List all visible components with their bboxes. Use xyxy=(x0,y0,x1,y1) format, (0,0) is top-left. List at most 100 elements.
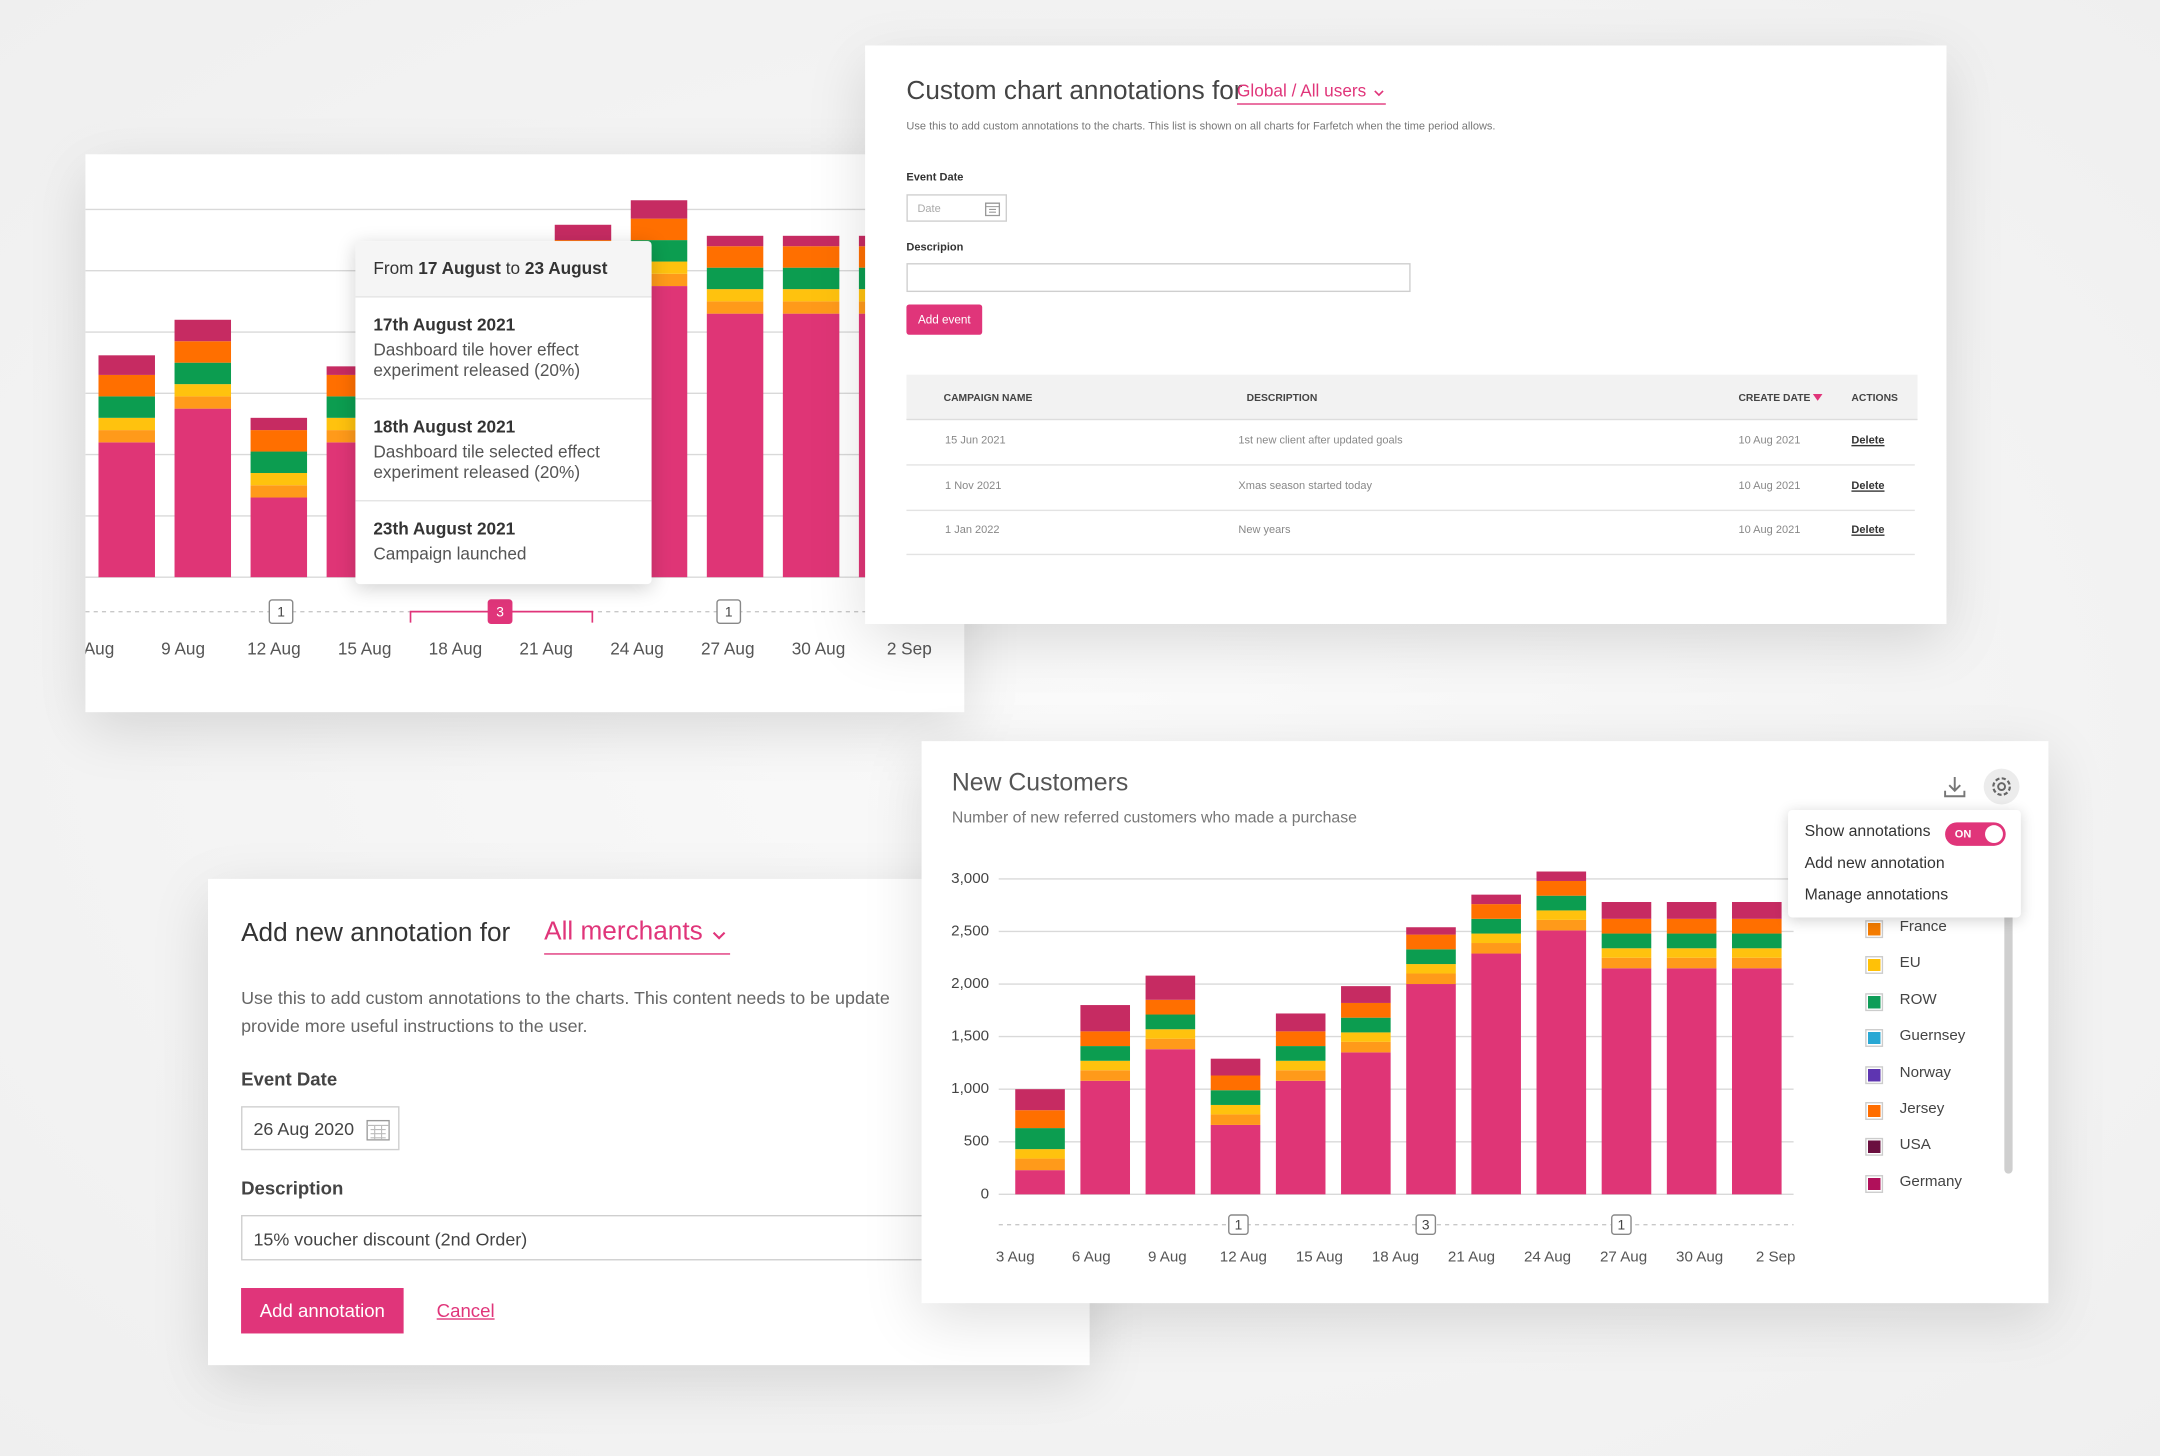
settings-icon[interactable] xyxy=(1982,767,2021,806)
bar-segment xyxy=(782,246,840,268)
annotation-marker xyxy=(268,599,294,625)
tooltip-item: 18th August 2021 Dashboard tile selected … xyxy=(355,399,652,502)
annotations-toggle[interactable]: ON xyxy=(1945,822,2006,846)
merchant-value[interactable]: All merchants xyxy=(544,917,703,947)
legend-swatch xyxy=(1865,1065,1884,1084)
show-annotations[interactable]: Show annotations xyxy=(1804,823,1931,841)
x-axis-label: 6 Aug xyxy=(1072,1249,1111,1266)
bar-segment xyxy=(1406,964,1456,974)
y-tick-label: 1,000 xyxy=(951,1080,989,1097)
bar-segment xyxy=(98,396,155,418)
bar-segment xyxy=(1145,975,1196,1000)
date-input[interactable]: Date xyxy=(906,194,1007,222)
bar-segment xyxy=(1601,933,1652,949)
delete-link[interactable]: Delete xyxy=(1851,478,1885,492)
tooltip-line: experiment released (20%) xyxy=(373,462,581,483)
legend-label: Germany xyxy=(1899,1173,1962,1190)
bar-segment xyxy=(706,289,764,302)
x-axis-label: 9 Aug xyxy=(1148,1249,1187,1266)
date-placeholder: Date xyxy=(917,202,941,215)
legend-item: ROW xyxy=(1864,982,1995,1018)
bar-segment xyxy=(1601,968,1652,1195)
row-divider xyxy=(906,509,1915,511)
legend-label: Guernsey xyxy=(1899,1027,1966,1045)
bar-segment xyxy=(706,301,764,314)
bar-segment xyxy=(1341,1002,1391,1018)
add-annotation-button[interactable]: Add annotation xyxy=(241,1288,404,1334)
add-annotation-item[interactable]: Add new annotation xyxy=(1804,855,1945,872)
bar-segment xyxy=(1731,918,1782,934)
new-customers-chart: 0 500 1,000 1,500 2,000 2,500 3,000 3 Aug 6 Aug 9… xyxy=(951,870,1795,1266)
annotation-count: 1 xyxy=(725,605,733,620)
bar-segment xyxy=(782,313,840,578)
tooltip-line: Dashboard tile selected effect xyxy=(373,442,600,462)
bar-segment xyxy=(174,384,232,397)
bar-segment xyxy=(1145,999,1196,1015)
delete-link[interactable]: Delete xyxy=(1851,523,1885,536)
bar-segment xyxy=(1210,1124,1261,1195)
scope-dropdown[interactable]: Global / All users xyxy=(1237,81,1386,105)
y-tick-label: 2,500 xyxy=(951,922,989,939)
tooltip-date: 18th August 2021 xyxy=(373,417,516,437)
chart-subtitle: Number of new referred customers who mad… xyxy=(951,809,1357,827)
annotation-marker xyxy=(487,599,513,625)
legend-swatch xyxy=(1865,956,1884,975)
description-value: 15% voucher discount (2nd Order) xyxy=(253,1228,528,1250)
tooltip-joiner: to xyxy=(505,258,521,279)
date-label: Event Date xyxy=(906,170,964,184)
y-tick-label: 3,000 xyxy=(951,870,989,887)
legend-swatch xyxy=(1865,1174,1884,1193)
manage-annotations-item[interactable]: Manage annotations xyxy=(1804,887,1949,904)
tooltip-prefix: From xyxy=(373,258,414,279)
legend-item: Germany xyxy=(1864,1164,1995,1193)
add-event-button[interactable]: Add event xyxy=(906,304,983,335)
bar-segment xyxy=(1275,1070,1326,1081)
bar-segment xyxy=(1666,948,1717,958)
legend-swatch xyxy=(1865,920,1884,939)
bar-segment xyxy=(1145,1014,1196,1030)
bar-segment xyxy=(1536,919,1587,931)
delete-link[interactable]: Delete xyxy=(1851,433,1885,447)
bar-segment xyxy=(1536,910,1587,920)
legend-label: ROW xyxy=(1899,991,1937,1009)
sort-arrow[interactable] xyxy=(1812,393,1823,401)
tooltip-item: 23th August 2021 Campaign launched xyxy=(355,501,651,584)
merchant-dropdown[interactable]: All merchants xyxy=(544,917,731,955)
bar-segment xyxy=(1080,1060,1131,1071)
table-header-cell: ACTIONS xyxy=(1851,391,1898,404)
table-header xyxy=(906,374,1918,421)
bar-segment xyxy=(1210,1104,1261,1115)
annotation-count: 3 xyxy=(1422,1218,1430,1233)
legend-label: EU xyxy=(1899,955,1921,972)
table-cell: 1st new client after updated goals xyxy=(1238,433,1403,447)
legend-scrollbar[interactable] xyxy=(2004,909,2013,1174)
description-label: Description xyxy=(241,1177,344,1199)
bar-segment xyxy=(326,366,384,375)
bar-segment xyxy=(1471,933,1521,944)
bar-segment xyxy=(174,396,232,409)
bar-segment xyxy=(1406,949,1456,965)
x-axis-label: 18 Aug xyxy=(1372,1249,1419,1266)
scope-value[interactable]: Global / All users xyxy=(1237,81,1367,101)
legend: France EU ROW Guernsey Norway Jersey USA German… xyxy=(1864,909,1995,1193)
event-date-input[interactable]: 26 Aug 2020 xyxy=(241,1106,400,1151)
description-input[interactable] xyxy=(906,263,1411,293)
bar-segment xyxy=(1666,968,1717,1195)
x-axis-label: 12 Aug xyxy=(247,639,301,659)
x-axis-label: 24 Aug xyxy=(1524,1249,1571,1266)
x-axis-label: 18 Aug xyxy=(429,639,483,659)
bar-segment xyxy=(1080,1070,1131,1081)
bar-segment xyxy=(782,235,840,247)
tooltip-date: 17th August 2021 xyxy=(373,315,516,335)
bar-segment xyxy=(1601,902,1652,919)
legend-label: Jersey xyxy=(1899,1100,1945,1118)
x-axis-label: 30 Aug xyxy=(1676,1249,1723,1266)
bar-segment xyxy=(1666,957,1717,969)
bar-segment xyxy=(1731,948,1782,958)
bar-segment xyxy=(250,472,308,486)
download-icon[interactable] xyxy=(1941,773,1969,801)
bar-segment xyxy=(1406,984,1456,1195)
table-cell: 10 Aug 2021 xyxy=(1738,478,1801,492)
cancel-link[interactable]: Cancel xyxy=(436,1300,495,1322)
